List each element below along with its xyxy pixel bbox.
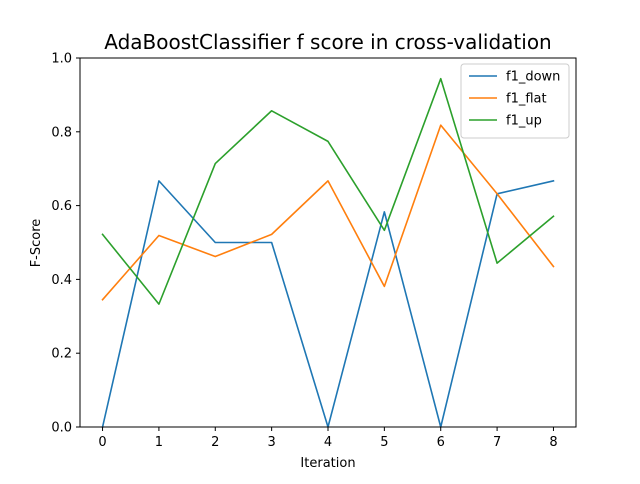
series-line-f1_up — [101, 77, 555, 305]
plot-frame — [79, 57, 577, 428]
y-axis-label: F-Score — [29, 219, 44, 268]
x-tick-label: 8 — [549, 435, 557, 450]
x-axis-label: Iteration — [300, 456, 355, 471]
x-tick-label: 1 — [155, 435, 163, 450]
x-tick-label: 4 — [324, 435, 332, 450]
x-tick-label: 2 — [211, 435, 219, 450]
y-tick-label: 0.0 — [51, 421, 72, 436]
y-tick-label: 0.2 — [51, 347, 72, 362]
y-axis-ticks: 0.0 0.2 0.4 0.6 0.8 1.0 — [51, 52, 80, 436]
legend-label-f1_up: f1_up — [506, 114, 542, 129]
y-tick-label: 1.0 — [51, 52, 72, 67]
x-tick-label: 6 — [437, 435, 445, 450]
y-tick-label: 0.4 — [51, 273, 72, 288]
legend-label-f1_down: f1_down — [506, 70, 560, 85]
series-line-f1_flat — [101, 124, 555, 301]
y-tick-label: 0.6 — [51, 199, 72, 214]
legend: f1_down f1_flat f1_up — [460, 63, 570, 139]
x-tick-label: 0 — [98, 435, 106, 450]
y-tick-label: 0.8 — [51, 125, 72, 140]
x-axis-ticks: 0 1 2 3 4 5 6 7 8 — [98, 427, 558, 450]
legend-label-f1_flat: f1_flat — [506, 92, 547, 107]
x-tick-label: 3 — [267, 435, 275, 450]
x-tick-label: 5 — [380, 435, 388, 450]
x-tick-label: 7 — [493, 435, 501, 450]
chart-title: AdaBoostClassifier f score in cross-vali… — [104, 30, 551, 54]
